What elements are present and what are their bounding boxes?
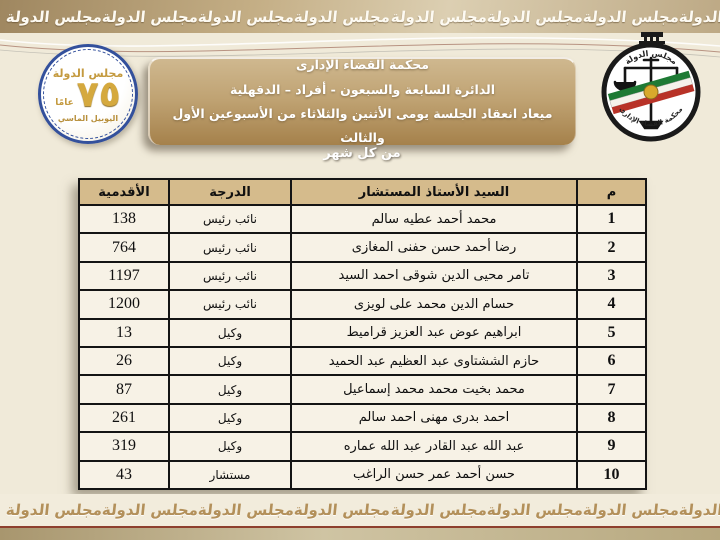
cell-grade: وكيل (168, 431, 292, 462)
banner-word: مجلس الدولة (581, 501, 680, 519)
cell-index: 9 (576, 431, 647, 462)
jubilee-years-word: عامًا (55, 98, 74, 109)
jubilee-75-badge: مجلس الدولة ٧٥ عامًا اليوبيل الماسي (38, 44, 138, 144)
table-row: 5 ابراهيم عوض عبد العزيز قراميط وكيل 13 (78, 317, 647, 348)
cell-index: 7 (576, 374, 647, 405)
table-row: 1 محمد أحمد عطيه سالم نائب رئيس 138 (78, 203, 647, 235)
banner-word: مجلس الدولة (5, 7, 104, 26)
cell-name: رضا أحمد حسن حفنى المغازى (290, 232, 578, 263)
header-name: السيد الأستاذ المستشار (290, 178, 578, 206)
banner-word: مجلس الدولة (485, 501, 584, 519)
banner-word: مجلس الدولة (197, 7, 296, 26)
cell-grade: وكيل (168, 374, 292, 405)
banner-word: مجلس الدولة (389, 501, 488, 519)
cell-seniority: 261 (78, 402, 170, 434)
cell-name: ابراهيم عوض عبد العزيز قراميط (290, 317, 578, 348)
cell-seniority: 319 (78, 431, 170, 462)
bottom-calligraphy-band: مجلس الدولة مجلس الدولة مجلس الدولة مجلس ال… (0, 494, 720, 526)
table-header-row: م السيد الأستاذ المستشار الدرجة الأقدمية (78, 178, 647, 206)
jubilee-number: ٧٥ (76, 73, 121, 115)
session-schedule-line: ميعاد انعقاد الجلسة يومى الأثنين والثلاث… (172, 106, 553, 146)
cell-name: حسام الدين محمد على لويزى (290, 289, 578, 320)
cell-grade: وكيل (168, 317, 292, 348)
cell-seniority: 138 (78, 203, 170, 235)
cell-index: 8 (576, 402, 647, 434)
banner-word: مجلس الدولة (197, 501, 296, 519)
cell-name: حسن أحمد عمر حسن الراغب (290, 459, 578, 491)
cell-index: 3 (576, 260, 647, 292)
cell-name: احمد بدرى مهنى احمد سالم (290, 402, 578, 434)
banner-word: مجلس الدولة (389, 7, 488, 26)
cell-seniority: 13 (78, 317, 170, 348)
jubilee-badge-content: مجلس الدولة ٧٥ عامًا اليوبيل الماسي (41, 47, 135, 141)
banner-word: مجلس الدولة (678, 7, 720, 26)
cell-seniority: 26 (78, 345, 170, 377)
table-row: 2 رضا أحمد حسن حفنى المغازى نائب رئيس 764 (78, 232, 647, 263)
cell-index: 10 (576, 459, 647, 491)
cell-seniority: 43 (78, 459, 170, 491)
cell-seniority: 1197 (78, 260, 170, 292)
cell-grade: نائب رئيس (168, 203, 292, 235)
table-row: 7 محمد بخيت محمد محمد إسماعيل وكيل 87 (78, 374, 647, 405)
top-calligraphy-band: مجلس الدولة مجلس الدولة مجلس الدولة مجلس ال… (0, 0, 720, 33)
table-row: 3 تامر محيى الدين شوقى احمد السيد نائب رئي… (78, 260, 647, 292)
header-index: م (576, 178, 647, 206)
table-row: 10 حسن أحمد عمر حسن الراغب مستشار 43 (78, 459, 647, 491)
circuit-subtitle: الدائرة السابعة والسبعون - أفراد – الدقه… (229, 81, 496, 97)
header-box: محكمة القضاء الإدارى الدائرة السابعة وال… (148, 57, 576, 145)
session-schedule-continuation: من كل شهر (323, 146, 401, 161)
table-body: 1 محمد أحمد عطيه سالم نائب رئيس 138 2 رضا أحم… (78, 203, 647, 491)
cell-name: محمد بخيت محمد محمد إسماعيل (290, 374, 578, 405)
cell-index: 5 (576, 317, 647, 348)
banner-word: مجلس الدولة (101, 7, 200, 26)
cell-grade: مستشار (168, 459, 292, 491)
table-row: 9 عبد الله عبد القادر عبد الله عماره وكيل 3… (78, 431, 647, 462)
jubilee-badge-top-label: مجلس الدولة (52, 66, 124, 80)
cell-grade: وكيل (168, 402, 292, 434)
banner-word: مجلس الدولة (293, 7, 392, 26)
cell-grade: وكيل (168, 345, 292, 377)
cell-index: 1 (576, 203, 647, 235)
jubilee-badge-bottom-label: اليوبيل الماسي (57, 114, 119, 124)
banner-word: مجلس الدولة (101, 501, 200, 519)
cell-name: تامر محيى الدين شوقى احمد السيد (290, 260, 578, 292)
cell-seniority: 1200 (78, 289, 170, 320)
cell-seniority: 764 (78, 232, 170, 263)
table-row: 4 حسام الدين محمد على لويزى نائب رئيس 1200 (78, 289, 647, 320)
cell-grade: نائب رئيس (168, 289, 292, 320)
banner-word: مجلس الدولة (293, 501, 392, 519)
court-title: محكمة القضاء الإدارى (295, 57, 429, 73)
cell-name: حازم الششتاوى عبد العظيم عبد الحميد (290, 345, 578, 377)
judges-table: م السيد الأستاذ المستشار الدرجة الأقدمية… (78, 178, 647, 491)
bottom-border-strip (0, 526, 720, 540)
banner-word: مجلس الدولة (485, 7, 584, 26)
cell-grade: نائب رئيس (168, 232, 292, 263)
jubilee-badge-number-row: ٧٥ عامًا (55, 73, 121, 115)
cell-name: عبد الله عبد القادر عبد الله عماره (290, 431, 578, 462)
cell-name: محمد أحمد عطيه سالم (290, 203, 578, 235)
table-row: 8 احمد بدرى مهنى احمد سالم وكيل 261 (78, 402, 647, 434)
banner-word: مجلس الدولة (678, 501, 720, 519)
banner-word: مجلس الدولة (581, 7, 680, 26)
cell-index: 6 (576, 345, 647, 377)
cell-index: 2 (576, 232, 647, 263)
cell-grade: نائب رئيس (168, 260, 292, 292)
header-grade: الدرجة (168, 178, 292, 206)
cell-seniority: 87 (78, 374, 170, 405)
table-row: 6 حازم الششتاوى عبد العظيم عبد الحميد وكيل… (78, 345, 647, 377)
court-emblem-icon: مجلس الدولة محكمة القضاء الإدارى (601, 32, 701, 142)
cell-index: 4 (576, 289, 647, 320)
header-seniority: الأقدمية (78, 178, 170, 206)
banner-word: مجلس الدولة (5, 501, 104, 519)
